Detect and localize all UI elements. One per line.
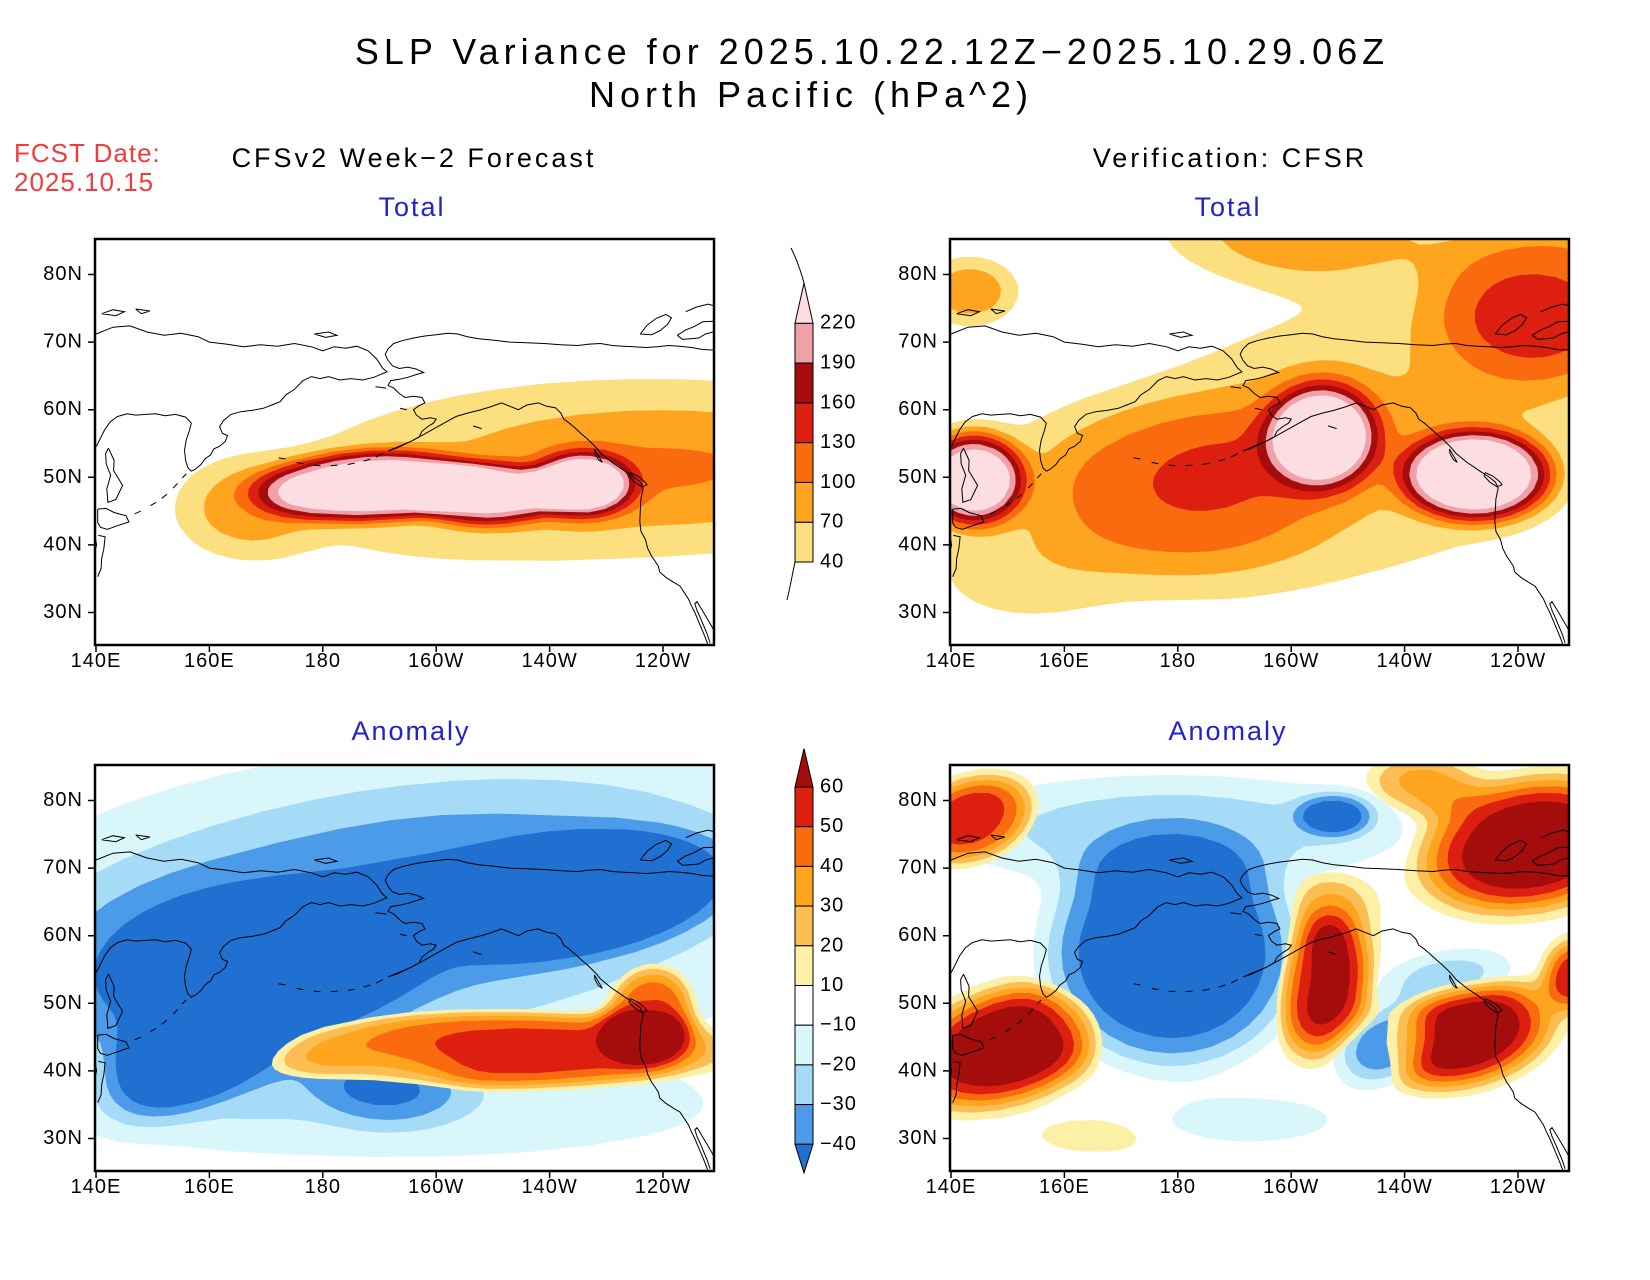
svg-text:140E: 140E (71, 1176, 122, 1198)
svg-text:140E: 140E (926, 650, 977, 672)
svg-text:160W: 160W (408, 1176, 464, 1198)
svg-text:30N: 30N (898, 1127, 938, 1149)
svg-text:70: 70 (820, 511, 844, 533)
svg-text:70N: 70N (43, 857, 83, 879)
svg-text:160: 160 (820, 391, 856, 413)
svg-text:50N: 50N (43, 992, 83, 1014)
svg-text:Verification: CFSR: Verification: CFSR (1093, 143, 1368, 173)
svg-text:30N: 30N (898, 601, 938, 623)
svg-text:60N: 60N (43, 398, 83, 420)
svg-text:180: 180 (1160, 1176, 1196, 1198)
svg-text:140W: 140W (1376, 1176, 1432, 1198)
svg-text:140E: 140E (71, 650, 122, 672)
svg-text:70N: 70N (898, 857, 938, 879)
svg-text:40N: 40N (898, 533, 938, 555)
svg-text:180: 180 (305, 1176, 341, 1198)
svg-text:40: 40 (820, 855, 844, 877)
svg-text:80N: 80N (43, 263, 83, 285)
svg-text:30N: 30N (43, 1127, 83, 1149)
svg-text:40N: 40N (43, 533, 83, 555)
svg-text:180: 180 (1160, 650, 1196, 672)
svg-text:40N: 40N (898, 1059, 938, 1081)
svg-text:100: 100 (820, 471, 856, 493)
svg-text:60N: 60N (898, 924, 938, 946)
svg-text:140W: 140W (521, 1176, 577, 1198)
svg-text:60N: 60N (43, 924, 83, 946)
svg-text:160W: 160W (408, 650, 464, 672)
svg-text:160W: 160W (1263, 1176, 1319, 1198)
svg-text:220: 220 (820, 312, 856, 334)
svg-text:50N: 50N (898, 466, 938, 488)
svg-text:160E: 160E (1039, 1176, 1090, 1198)
svg-text:140E: 140E (926, 1176, 977, 1198)
svg-text:Anomaly: Anomaly (351, 716, 470, 746)
svg-text:SLP Variance for 2025.10.22.12: SLP Variance for 2025.10.22.12Z−2025.10.… (355, 31, 1389, 72)
svg-text:190: 190 (820, 352, 856, 374)
svg-text:Total: Total (378, 192, 445, 222)
svg-text:60: 60 (820, 776, 844, 798)
svg-text:80N: 80N (898, 263, 938, 285)
svg-text:−10: −10 (820, 1014, 857, 1036)
svg-text:30N: 30N (43, 601, 83, 623)
svg-text:120W: 120W (635, 650, 691, 672)
svg-text:160E: 160E (1039, 650, 1090, 672)
svg-text:180: 180 (305, 650, 341, 672)
svg-text:70N: 70N (898, 331, 938, 353)
svg-text:50: 50 (820, 815, 844, 837)
svg-text:−40: −40 (820, 1133, 857, 1155)
svg-text:North Pacific (hPa^2): North Pacific (hPa^2) (589, 74, 1033, 115)
svg-text:10: 10 (820, 974, 844, 996)
svg-text:40N: 40N (43, 1059, 83, 1081)
svg-text:60N: 60N (898, 398, 938, 420)
svg-text:FCST Date:: FCST Date: (14, 138, 161, 168)
svg-text:120W: 120W (635, 1176, 691, 1198)
svg-text:140W: 140W (1376, 650, 1432, 672)
svg-text:−30: −30 (820, 1093, 857, 1115)
svg-text:160W: 160W (1263, 650, 1319, 672)
svg-text:140W: 140W (521, 650, 577, 672)
svg-text:20: 20 (820, 934, 844, 956)
svg-text:30: 30 (820, 895, 844, 917)
svg-text:Anomaly: Anomaly (1168, 716, 1287, 746)
svg-text:40: 40 (820, 551, 844, 573)
svg-text:130: 130 (820, 431, 856, 453)
svg-text:CFSv2 Week−2 Forecast: CFSv2 Week−2 Forecast (232, 143, 597, 173)
svg-text:120W: 120W (1490, 650, 1546, 672)
svg-text:160E: 160E (184, 650, 235, 672)
svg-text:Total: Total (1194, 192, 1261, 222)
svg-text:80N: 80N (43, 789, 83, 811)
svg-text:70N: 70N (43, 331, 83, 353)
svg-text:120W: 120W (1490, 1176, 1546, 1198)
svg-text:50N: 50N (898, 992, 938, 1014)
svg-text:80N: 80N (898, 789, 938, 811)
svg-text:50N: 50N (43, 466, 83, 488)
svg-text:−20: −20 (820, 1053, 857, 1075)
svg-text:2025.10.15: 2025.10.15 (14, 167, 154, 197)
svg-text:160E: 160E (184, 1176, 235, 1198)
